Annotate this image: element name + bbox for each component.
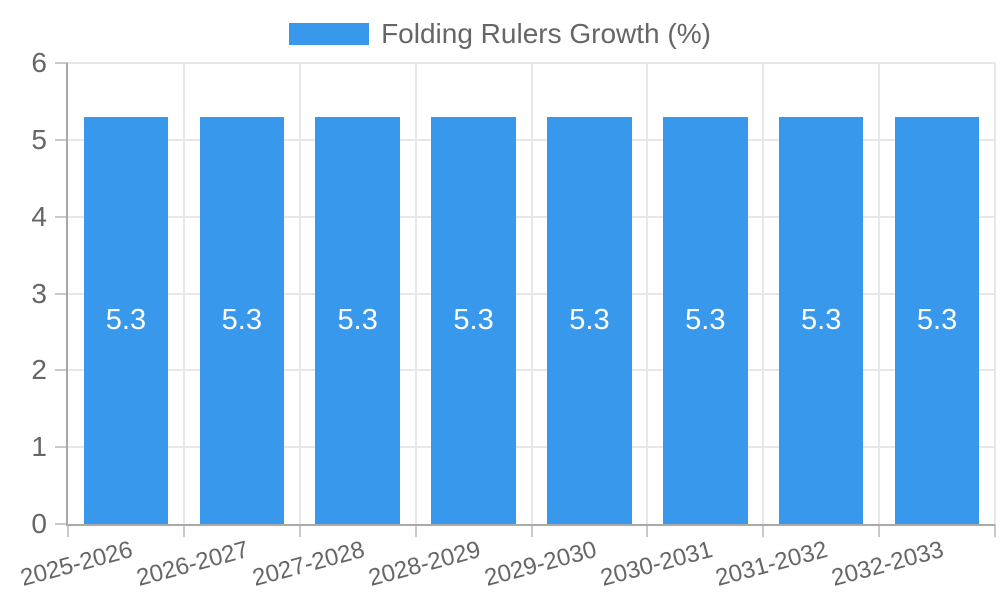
y-axis-tick-label: 3 (31, 277, 47, 309)
x-axis-tick-label: 2032-2033 (828, 536, 947, 592)
x-axis-tick (67, 524, 69, 537)
x-axis-tick (298, 524, 301, 537)
x-gridline (298, 63, 301, 524)
x-axis-tick-label: 2029-2030 (481, 536, 600, 592)
legend-label: Folding Rulers Growth (%) (381, 18, 711, 49)
x-gridline (646, 63, 649, 524)
x-gridline (414, 63, 417, 524)
y-axis-line (66, 63, 68, 526)
y-axis-tick (55, 523, 68, 525)
x-axis-tick (530, 524, 533, 537)
bar[interactable] (83, 116, 169, 524)
y-axis-tick-label: 1 (31, 431, 47, 463)
y-axis-tick-label: 2 (31, 354, 47, 386)
x-axis-tick (762, 524, 765, 537)
x-gridline (182, 63, 185, 524)
x-axis-tick-label: 2031-2032 (713, 536, 831, 592)
y-axis-tick (55, 292, 68, 295)
y-axis-tick (55, 215, 68, 218)
bar[interactable] (199, 116, 285, 524)
bar[interactable] (431, 116, 516, 524)
y-axis-tick-label: 5 (31, 123, 47, 155)
x-axis-tick-label: 2025-2026 (17, 536, 136, 592)
x-axis-tick (414, 524, 417, 537)
x-axis-tick-label: 2026-2027 (133, 536, 252, 592)
y-axis-tick-label: 6 (31, 47, 47, 78)
bar[interactable] (663, 116, 748, 524)
x-axis-tick (994, 524, 996, 537)
y-axis-tick (55, 138, 68, 141)
bar[interactable] (315, 116, 400, 524)
x-gridline (762, 63, 765, 524)
y-axis-tick-label: 0 (31, 508, 47, 539)
y-axis-tick-label: 4 (31, 200, 47, 232)
y-axis-tick (55, 446, 68, 449)
bar[interactable] (894, 116, 980, 524)
x-axis-tick-label: 2027-2028 (249, 536, 368, 592)
legend-swatch (289, 23, 370, 45)
x-axis-tick-label: 2028-2029 (365, 536, 484, 592)
y-axis-tick (55, 62, 68, 64)
x-axis-tick-label: 2030-2031 (597, 536, 716, 592)
x-axis-line (66, 524, 995, 526)
chart-legend[interactable]: Folding Rulers Growth (%) (0, 20, 1000, 48)
x-gridline (994, 63, 996, 524)
x-gridline (530, 63, 533, 524)
bar[interactable] (547, 116, 632, 524)
y-axis-tick (55, 369, 68, 372)
x-axis-tick (182, 524, 185, 537)
x-gridline (878, 63, 881, 524)
x-axis-tick (646, 524, 649, 537)
x-axis-tick (878, 524, 881, 537)
bar[interactable] (778, 116, 864, 524)
